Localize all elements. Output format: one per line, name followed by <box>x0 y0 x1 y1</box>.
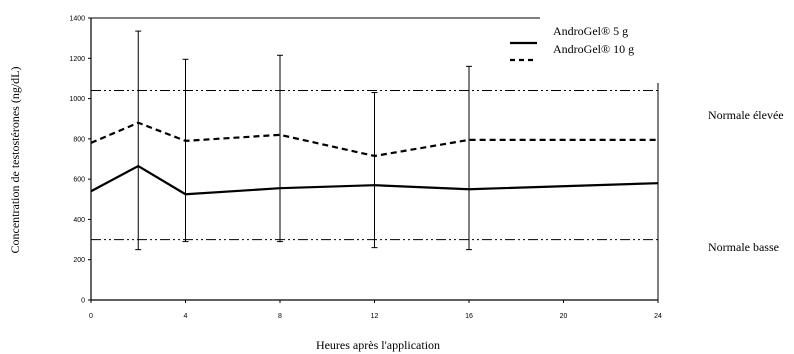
y-tick-label: 1200 <box>69 56 85 63</box>
legend: AndroGel® 5 g AndroGel® 10 g <box>510 24 634 62</box>
series-line-1 <box>90 164 659 196</box>
y-tick-label: 1000 <box>69 96 85 103</box>
ref-label-high: Normale élevée <box>708 108 784 122</box>
y-tick-label: 1400 <box>69 16 85 23</box>
axes: 0 200 400 600 800 1000 1200 1400 0 4 8 12 16 20 24 <box>69 16 662 321</box>
y-tick-label: 800 <box>73 136 85 143</box>
x-tick-label: 16 <box>465 313 473 320</box>
x-tick-label: 8 <box>278 313 282 320</box>
x-tick-label: 0 <box>89 313 93 320</box>
legend-label-2: AndroGel® 10 g <box>553 42 634 56</box>
x-tick-label: 20 <box>560 313 568 320</box>
series-lines <box>90 121 659 196</box>
y-tick-label: 600 <box>73 177 85 184</box>
error-bars <box>135 30 472 251</box>
x-tick-label: 4 <box>184 313 188 320</box>
y-tick-label: 200 <box>73 257 85 264</box>
series-line-2 <box>90 121 658 158</box>
y-tick-label: 0 <box>81 298 85 305</box>
x-tick-label: 24 <box>654 313 662 320</box>
x-tick-label: 12 <box>371 313 379 320</box>
legend-label-1: AndroGel® 5 g <box>553 24 628 38</box>
ref-label-low: Normale basse <box>708 240 779 254</box>
y-axis-label: Concentration de testostérones (ng/dL) <box>8 67 22 254</box>
y-tick-label: 400 <box>73 217 85 224</box>
x-axis-label: Heures après l'application <box>316 338 440 352</box>
